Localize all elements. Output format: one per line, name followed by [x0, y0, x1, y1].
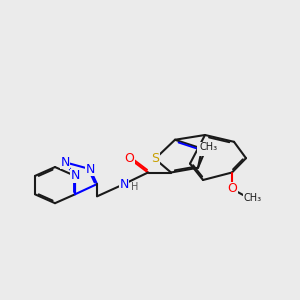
Text: CH₃: CH₃ [200, 142, 218, 152]
Text: N: N [60, 156, 70, 169]
Text: N: N [70, 169, 80, 182]
Text: N: N [119, 178, 129, 190]
Text: H: H [131, 182, 138, 192]
Text: CH₃: CH₃ [243, 193, 261, 203]
Text: O: O [124, 152, 134, 165]
Text: S: S [151, 152, 159, 165]
Text: N: N [197, 142, 207, 155]
Text: O: O [227, 182, 237, 195]
Text: N: N [85, 163, 95, 176]
